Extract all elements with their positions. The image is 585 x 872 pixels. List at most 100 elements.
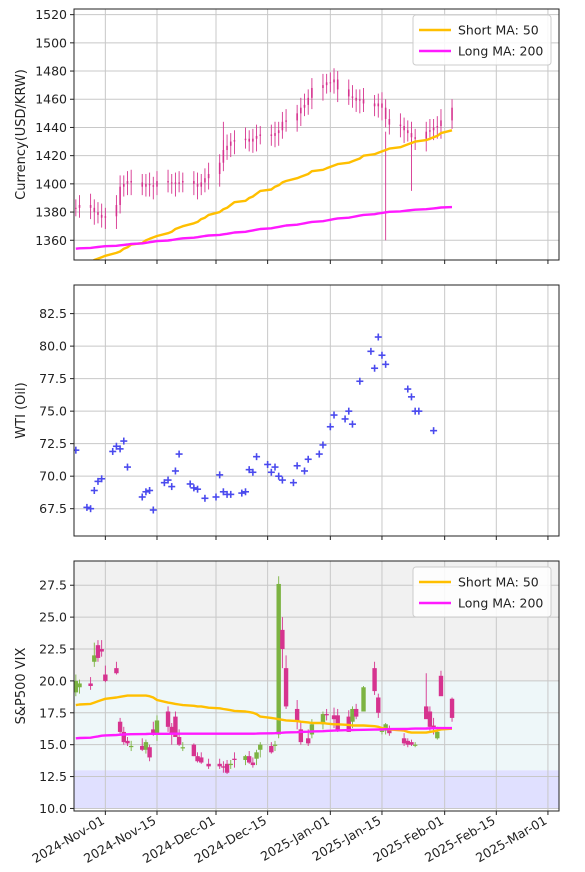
wti-point: [245, 466, 253, 474]
vix-body: [232, 758, 237, 760]
vix-body: [88, 683, 93, 686]
wti-point: [275, 472, 283, 480]
usdkrw-body: [300, 107, 302, 114]
vix-body: [92, 655, 97, 662]
vix-candle: [405, 738, 410, 748]
vix-candle: [409, 739, 414, 746]
usdkrw-body: [406, 130, 409, 134]
usdkrw-candle: [233, 130, 236, 155]
usdkrw-body: [303, 104, 306, 108]
wti-ytick-label: 72.5: [39, 436, 67, 451]
wti-point: [378, 351, 386, 359]
vix-candle: [361, 686, 366, 712]
vix-candle: [125, 737, 130, 746]
usdkrw-x-ticks: [104, 260, 549, 264]
usdkrw-body: [384, 107, 387, 119]
wti-point: [171, 467, 179, 475]
vix-candle: [140, 738, 145, 752]
legend-box: [412, 566, 552, 618]
wti-point: [87, 505, 95, 513]
vix-candle: [387, 725, 392, 736]
usdkrw-y-axis-label: Currency(USD/KRW): [14, 69, 29, 200]
vix-candle: [88, 677, 93, 690]
wti-point: [315, 450, 323, 458]
usdkrw-body: [377, 103, 380, 107]
usdkrw-candle: [274, 121, 276, 148]
usdkrw-candle: [97, 202, 99, 224]
vix-body: [254, 752, 259, 759]
usdkrw-body: [119, 186, 121, 206]
vix-candle: [117, 717, 123, 735]
vix-candle: [283, 655, 289, 709]
usdkrw-body: [359, 99, 361, 101]
vix-candle: [224, 759, 230, 775]
usdkrw-candle: [451, 99, 453, 129]
usdkrw-body: [403, 126, 405, 131]
wti-point: [146, 486, 154, 494]
usdkrw-body: [122, 183, 125, 187]
wti-point: [138, 493, 146, 501]
vix-body: [250, 762, 256, 766]
usdkrw-candle: [281, 111, 284, 139]
vix-candle: [335, 708, 340, 732]
wti-point: [345, 407, 353, 415]
usdkrw-candle: [270, 124, 273, 146]
usdkrw-candle: [130, 169, 132, 196]
usdkrw-body: [296, 113, 298, 121]
usdkrw-body: [78, 205, 81, 208]
vix-body: [409, 742, 414, 745]
vix-candle: [147, 744, 152, 762]
usdkrw-candle: [93, 199, 96, 225]
wti-point: [264, 460, 272, 468]
vix-body: [272, 744, 278, 746]
usdkrw-candle: [384, 99, 387, 128]
usdkrw-candle: [218, 154, 221, 187]
usdkrw-candle: [152, 176, 155, 200]
wti-point: [116, 445, 124, 453]
vix-body: [169, 726, 174, 734]
usdkrw-candle: [207, 162, 210, 190]
usdkrw-candle: [311, 78, 313, 110]
usdkrw-candle: [259, 126, 262, 145]
vix-ytick-label: 27.5: [39, 578, 67, 593]
vix-frame: [73, 560, 560, 812]
wti-ytick-label: 67.5: [39, 501, 67, 516]
vix-ytick-label: 20.0: [39, 673, 67, 688]
usdkrw-candle: [75, 199, 77, 217]
vix-ytick-label: 25.0: [39, 610, 67, 625]
vix-body: [221, 766, 226, 768]
usdkrw-candle: [285, 109, 287, 132]
wti-point: [109, 447, 117, 455]
usdkrw-candle: [126, 171, 129, 196]
vix-long-ma-line: [75, 726, 452, 740]
vix-candle: [254, 749, 259, 766]
wti-point: [319, 441, 327, 449]
vix-body: [449, 698, 455, 718]
legend-box: [412, 14, 552, 66]
wti-point: [271, 463, 279, 471]
usdkrw-body: [259, 134, 262, 136]
wti-point: [194, 485, 202, 493]
wti-point: [186, 480, 194, 488]
wti-point: [374, 333, 382, 341]
vix-ytick-label: 12.5: [39, 769, 67, 784]
wti-panel: 67.5 70.0 72.5 75.0 77.5 80.0 82.5 WTI (Oil): [14, 284, 560, 540]
vix-body: [424, 706, 429, 720]
usdkrw-candle: [307, 89, 310, 115]
usdkrw-legend: Short MA: 50 Long MA: 200: [412, 14, 552, 66]
wti-y-axis-label: WTI (Oil): [14, 382, 29, 438]
usdkrw-ytick-label: 1440: [35, 120, 67, 135]
vix-candle: [298, 721, 304, 745]
legend-long-ma-label: Long MA: 200: [458, 44, 543, 59]
usdkrw-body: [178, 182, 180, 184]
wti-point: [90, 486, 98, 494]
vix-candle: [320, 711, 326, 730]
usdkrw-candle: [277, 121, 280, 146]
wti-point: [293, 462, 301, 470]
vix-candle: [258, 742, 263, 758]
usdkrw-frame: [73, 8, 560, 261]
vix-body: [276, 583, 281, 735]
vix-body: [180, 747, 186, 749]
usdkrw-candle: [403, 117, 405, 143]
usdkrw-body: [325, 82, 328, 86]
